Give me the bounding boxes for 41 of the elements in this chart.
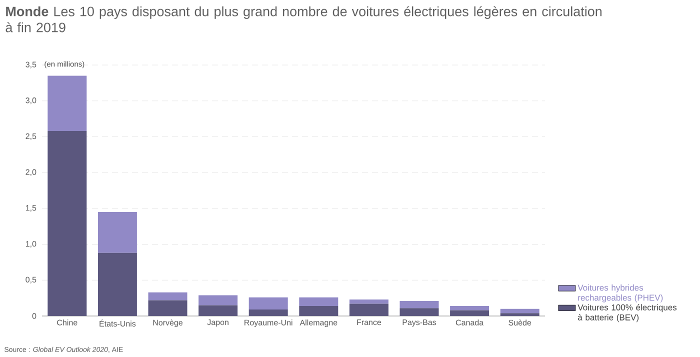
bar (48, 76, 87, 131)
x-tick-label: Allemagne (300, 320, 338, 327)
bar (400, 300, 439, 308)
bar (198, 295, 238, 306)
bar (198, 305, 238, 316)
x-tick-label: Royaume-Uni (244, 320, 292, 327)
x-tick-label: Pays-Bas (402, 320, 436, 327)
bar (500, 308, 540, 314)
x-tick-label: Suède (508, 320, 532, 326)
y-tick-label: 3,5 (26, 62, 36, 68)
x-tick-label: Canada (456, 320, 484, 326)
bar (248, 310, 288, 316)
legend-label: Voitures 100% électriques à batterie (BEV) (578, 304, 677, 322)
bar (299, 306, 338, 316)
bar (98, 252, 137, 316)
y-tick-label: 1,5 (26, 205, 36, 212)
bar (349, 300, 388, 304)
x-tick-label: France (357, 320, 382, 326)
bar (148, 292, 188, 300)
x-tick-label: Norvège (153, 320, 183, 328)
y-tick-label: 3,0 (26, 98, 36, 104)
x-tick-label: Chine (57, 320, 78, 326)
y-tick-label: 1,0 (26, 240, 36, 248)
x-tick-label: États-Unis (100, 320, 136, 327)
x-tick-label: Japon (207, 320, 228, 327)
y-tick-label: 0,5 (26, 276, 36, 284)
bar (48, 130, 87, 316)
bar (500, 313, 540, 316)
chart-title: Monde Les 10 pays disposant du plus grand nombre de voitures électriques légères en circulation à fin 2019 (6, 6, 602, 32)
bar (450, 310, 490, 316)
bar (148, 300, 188, 316)
bar (98, 212, 137, 253)
bar (450, 306, 490, 310)
bar (248, 297, 288, 310)
bar (299, 297, 338, 306)
bar (349, 304, 388, 316)
legend-label: Voitures hybrides rechargeables (PHEV) (578, 284, 663, 302)
y-tick-label: 2,5 (26, 133, 36, 140)
y-tick-label: 2,0 (26, 169, 36, 176)
y-tick-label: 0 (32, 313, 36, 319)
bar (400, 308, 439, 316)
